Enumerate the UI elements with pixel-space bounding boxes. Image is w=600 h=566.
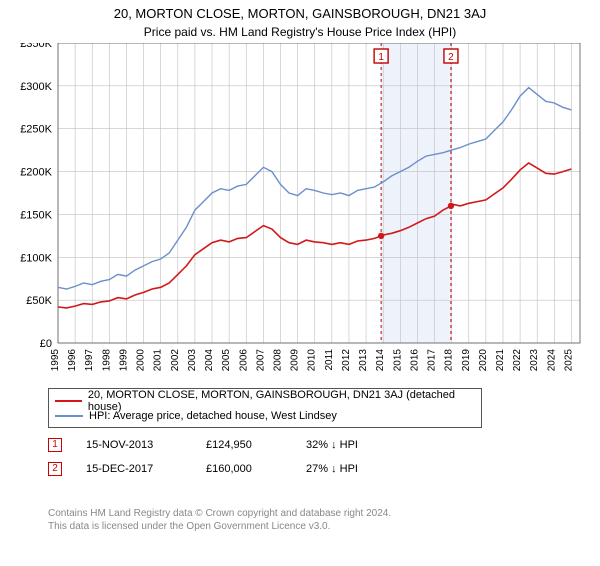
svg-text:2005: 2005 — [221, 349, 232, 372]
svg-text:1998: 1998 — [101, 349, 112, 372]
svg-text:£300K: £300K — [20, 81, 52, 93]
svg-text:2: 2 — [448, 52, 454, 63]
legend-label-hpi: HPI: Average price, detached house, West… — [89, 410, 337, 422]
svg-text:2019: 2019 — [461, 349, 472, 372]
svg-text:2021: 2021 — [495, 349, 506, 372]
svg-text:1: 1 — [378, 52, 384, 63]
svg-text:2008: 2008 — [272, 349, 283, 372]
marker-2-icon: 2 — [48, 462, 62, 476]
svg-text:2020: 2020 — [478, 349, 489, 372]
svg-text:1997: 1997 — [84, 349, 95, 372]
legend: 20, MORTON CLOSE, MORTON, GAINSBOROUGH, … — [48, 388, 482, 428]
svg-text:2002: 2002 — [170, 349, 181, 372]
svg-text:2004: 2004 — [204, 349, 215, 372]
svg-text:£0: £0 — [40, 338, 52, 350]
svg-text:2023: 2023 — [529, 349, 540, 372]
footer-line2: This data is licensed under the Open Gov… — [48, 521, 391, 534]
sale-2-price: £160,000 — [206, 463, 306, 475]
footer-line1: Contains HM Land Registry data © Crown c… — [48, 508, 391, 521]
legend-swatch-price — [55, 400, 82, 402]
svg-text:2018: 2018 — [444, 349, 455, 372]
svg-text:£100K: £100K — [20, 252, 52, 264]
svg-text:2003: 2003 — [187, 349, 198, 372]
svg-text:1995: 1995 — [50, 349, 61, 372]
svg-text:£150K: £150K — [20, 209, 52, 221]
sale-2-date: 15-DEC-2017 — [86, 463, 206, 475]
chart-area: £0 £50K £100K £150K £200K £250K £300K £350K 1995… — [10, 43, 590, 381]
svg-text:2001: 2001 — [153, 349, 164, 372]
svg-text:2013: 2013 — [358, 349, 369, 372]
title-line1: 20, MORTON CLOSE, MORTON, GAINSBOROUGH, … — [0, 6, 600, 21]
svg-text:2017: 2017 — [427, 349, 438, 372]
sale-row-2: 2 15-DEC-2017 £160,000 27% ↓ HPI — [48, 462, 406, 476]
svg-text:£250K: £250K — [20, 124, 52, 136]
svg-text:2016: 2016 — [409, 349, 420, 372]
sale-row-1: 1 15-NOV-2013 £124,950 32% ↓ HPI — [48, 438, 406, 452]
svg-text:2007: 2007 — [255, 349, 266, 372]
title-line2: Price paid vs. HM Land Registry's House … — [0, 25, 600, 39]
svg-text:2015: 2015 — [392, 349, 403, 372]
legend-swatch-hpi — [55, 415, 83, 417]
sale-2-hpi: 27% ↓ HPI — [306, 463, 406, 475]
svg-text:2010: 2010 — [307, 349, 318, 372]
svg-text:2009: 2009 — [290, 349, 301, 372]
legend-row-price: 20, MORTON CLOSE, MORTON, GAINSBOROUGH, … — [55, 393, 475, 408]
svg-text:2024: 2024 — [546, 349, 557, 372]
svg-text:2000: 2000 — [136, 349, 147, 372]
svg-text:2014: 2014 — [375, 349, 386, 372]
chart-svg: £0 £50K £100K £150K £200K £250K £300K £350K 1995… — [10, 43, 590, 381]
footer: Contains HM Land Registry data © Crown c… — [48, 508, 391, 533]
sale-1-price: £124,950 — [206, 439, 306, 451]
svg-text:2022: 2022 — [512, 349, 523, 372]
svg-text:2011: 2011 — [324, 349, 335, 371]
svg-text:2012: 2012 — [341, 349, 352, 372]
sale-1-date: 15-NOV-2013 — [86, 439, 206, 451]
sale-1-hpi: 32% ↓ HPI — [306, 439, 406, 451]
svg-text:£350K: £350K — [20, 43, 52, 50]
svg-text:1996: 1996 — [67, 349, 78, 372]
svg-text:2006: 2006 — [238, 349, 249, 372]
svg-text:£50K: £50K — [26, 295, 52, 307]
marker-1-icon: 1 — [48, 438, 62, 452]
svg-text:1999: 1999 — [118, 349, 129, 372]
svg-text:£200K: £200K — [20, 167, 52, 179]
svg-text:2025: 2025 — [563, 349, 574, 372]
